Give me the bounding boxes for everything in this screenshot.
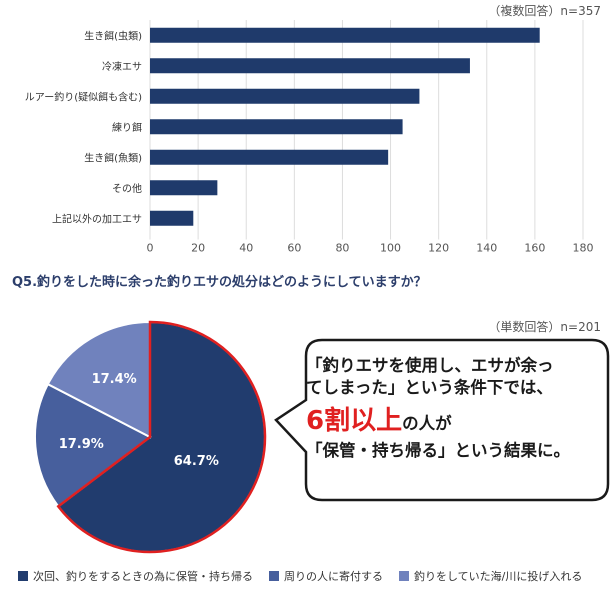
x-tick-label: 40 (239, 242, 253, 255)
x-tick-label: 160 (524, 242, 545, 255)
callout-text: 「釣りエサを使用し、エサが余っ てしまった」という条件下では、 6割以上の人が … (306, 355, 598, 462)
bar-chart-note: （複数回答）n=357 (488, 4, 601, 18)
callout-line-4: 「保管・持ち帰る」という結果に。 (306, 441, 570, 460)
pie-legend: 次回、釣りをするときの為に保管・持ち帰る 周りの人に寄付する 釣りをしていた海/… (18, 568, 598, 584)
bar (150, 58, 470, 74)
x-tick-label: 120 (428, 242, 449, 255)
x-tick-label: 60 (287, 242, 301, 255)
pie-chart-note: （単数回答）n=201 (488, 320, 601, 334)
legend-item: 周りの人に寄付する (269, 568, 383, 584)
bar-chart: 0 20 40 60 80 100 120 140 160 180 生き餌(虫類) 冷凍エサルアー釣り… (25, 20, 594, 255)
legend-item: 次回、釣りをするときの為に保管・持ち帰る (18, 568, 253, 584)
category-label: 冷凍エサ (102, 60, 142, 73)
bar (150, 27, 540, 43)
legend-item: 釣りをしていた海/川に投げ入れる (399, 568, 582, 584)
category-label: その他 (112, 182, 142, 195)
slice-label: 17.9% (59, 437, 104, 452)
category-label: ルアー釣り(疑似餌も含む) (25, 90, 142, 103)
callout-line-1: 「釣りエサを使用し、エサが余っ (306, 356, 554, 375)
question-title: Q5.釣りをした時に余った釣りエサの処分はどのようにしていますか？ (12, 275, 427, 290)
x-tick-label: 100 (380, 242, 401, 255)
callout-line-3: の人が (402, 414, 452, 433)
bar (150, 180, 218, 196)
bar (150, 88, 420, 104)
x-tick-label: 20 (191, 242, 205, 255)
category-label: 生き餌(虫類) (84, 29, 142, 42)
legend-swatch (269, 571, 279, 581)
category-label: 生き餌(魚類) (84, 151, 142, 164)
callout-line-2: てしまった」という条件下では、 (306, 378, 553, 397)
pie-slice (34, 382, 152, 508)
bar (150, 149, 389, 165)
category-label: 練り餌 (112, 121, 142, 134)
category-label: 上記以外の加工エサ (52, 212, 142, 225)
slice-label: 17.4% (92, 372, 137, 387)
slice-label: 64.7% (174, 454, 219, 469)
legend-label: 次回、釣りをするときの為に保管・持ち帰る (33, 570, 253, 583)
bar (150, 119, 403, 135)
legend-label: 釣りをしていた海/川に投げ入れる (414, 570, 583, 583)
legend-label: 周りの人に寄付する (284, 570, 383, 583)
bar (150, 210, 194, 226)
x-tick-label: 180 (573, 242, 594, 255)
x-tick-label: 0 (147, 242, 154, 255)
x-tick-label: 140 (476, 242, 497, 255)
pie-slice (46, 320, 151, 439)
pie-chart: 64.7% 17.9% 17.4% (34, 320, 267, 554)
x-tick-label: 80 (335, 242, 349, 255)
highlight-outline (56, 320, 267, 554)
legend-swatch (18, 571, 28, 581)
legend-swatch (399, 571, 409, 581)
callout-highlight: 6割以上 (306, 406, 403, 436)
